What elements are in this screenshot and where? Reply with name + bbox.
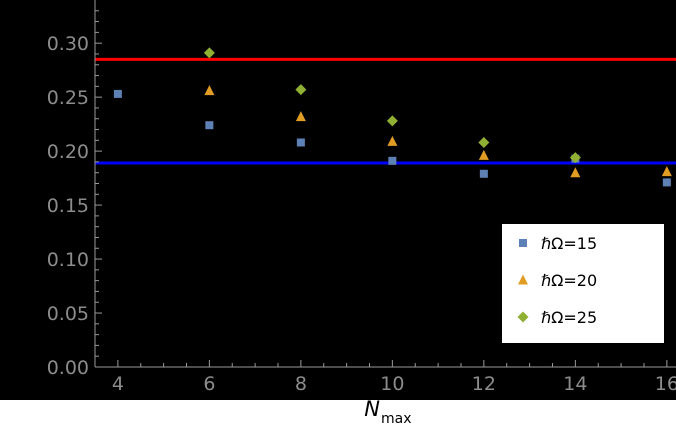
- data-point-series-0: [388, 156, 397, 165]
- data-point-series-2: [569, 152, 581, 164]
- data-point-series-1: [387, 135, 398, 146]
- data-point-series-2: [295, 84, 307, 96]
- legend-marker-2: [517, 311, 529, 323]
- data-points: [113, 47, 672, 187]
- x-axis-title-subscript: max: [381, 411, 412, 427]
- y-axis-title: GT: [21, 156, 45, 185]
- y-tick-label: 0.20: [47, 141, 89, 163]
- x-tick-label: 12: [472, 373, 496, 395]
- x-tick-label: 4: [112, 373, 124, 395]
- legend-marker-1: [518, 274, 528, 285]
- data-point-series-2: [386, 115, 398, 127]
- x-tick-label: 14: [563, 373, 587, 395]
- x-axis-title: N max: [364, 397, 411, 427]
- x-axis-title-main: N: [364, 397, 380, 421]
- ticks: 4 6 8 10 12 14 16 0.00 0.05 0.10 0.15 0.20 0.25 0.30: [47, 10, 676, 395]
- data-point-series-2: [478, 136, 490, 148]
- y-tick-label: 0.05: [47, 303, 89, 325]
- data-point-series-1: [661, 166, 672, 177]
- legend-label-2: ℏΩ=25: [541, 308, 597, 327]
- y-tick-label: 0.00: [47, 357, 89, 379]
- data-point-series-1: [204, 85, 215, 96]
- data-point-series-0: [113, 89, 122, 98]
- data-point-series-1: [295, 111, 306, 122]
- x-tick-label: 8: [295, 373, 307, 395]
- legend-label-0: ℏΩ=15: [541, 234, 597, 253]
- data-point-series-1: [478, 149, 489, 160]
- legend: ℏΩ=15 ℏΩ=20 ℏΩ=25: [502, 224, 664, 343]
- data-point-series-1: [570, 167, 581, 178]
- y-tick-label: 0.10: [47, 249, 89, 271]
- data-point-series-0: [662, 178, 671, 187]
- y-tick-label: 0.25: [47, 87, 89, 109]
- data-point-series-0: [479, 169, 488, 178]
- legend-label-1: ℏΩ=20: [541, 271, 597, 290]
- data-point-series-0: [296, 138, 305, 147]
- x-tick-label: 6: [203, 373, 215, 395]
- x-tick-label: 16: [655, 373, 676, 395]
- y-tick-label: 0.30: [47, 33, 89, 55]
- legend-marker-0: [519, 239, 527, 247]
- data-point-series-2: [203, 47, 215, 59]
- x-tick-label: 10: [380, 373, 404, 395]
- y-tick-label: 0.15: [47, 195, 89, 217]
- data-point-series-0: [205, 121, 214, 130]
- legend-box: [502, 224, 664, 343]
- reference-lines: [95, 57, 676, 165]
